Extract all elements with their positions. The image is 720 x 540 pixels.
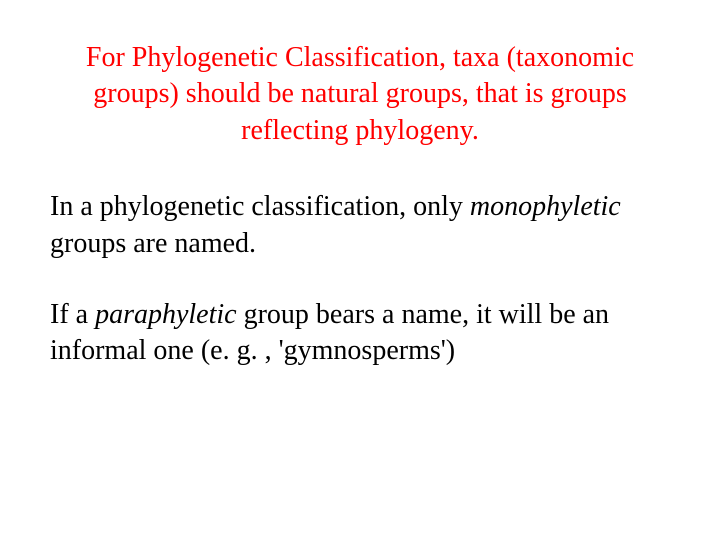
paragraph-1-text-after: groups are named. bbox=[50, 228, 256, 259]
paragraph-2-italic: paraphyletic bbox=[95, 299, 237, 330]
paragraph-1-italic: monophyletic bbox=[470, 191, 621, 222]
paragraph-1-text-before: In a phylogenetic classification, only bbox=[50, 191, 470, 222]
paragraph-2: If a paraphyletic group bears a name, it… bbox=[50, 297, 670, 370]
paragraph-2-text-before: If a bbox=[50, 299, 95, 330]
slide-title: For Phylogenetic Classification, taxa (t… bbox=[50, 40, 670, 149]
paragraph-1: In a phylogenetic classification, only m… bbox=[50, 189, 670, 262]
